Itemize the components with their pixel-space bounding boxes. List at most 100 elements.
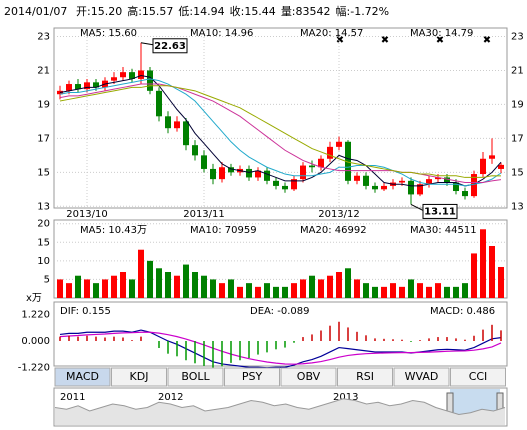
candle-body: [156, 90, 162, 117]
volume-bar: [327, 275, 333, 298]
volume-bar: [219, 283, 225, 298]
candle-body: [300, 165, 306, 180]
marker: ✖: [483, 35, 491, 46]
legend-entry: MA30: 14.79: [410, 28, 473, 39]
series-line: [59, 75, 502, 187]
price-panel: [53, 27, 508, 209]
tab[interactable]: WVAD: [393, 367, 450, 387]
volume-bar: [264, 283, 270, 298]
candle-body: [498, 164, 504, 169]
candle-body: [201, 155, 207, 169]
series-line: [59, 83, 502, 184]
legend-entry: MA20: 46992: [300, 225, 367, 236]
y-tick-label: 20: [37, 219, 50, 230]
candle-body: [480, 158, 486, 175]
tab-bg: [167, 367, 224, 387]
marker: ✖: [381, 35, 389, 46]
tab[interactable]: BOLL: [167, 367, 224, 387]
candle-body: [471, 174, 477, 197]
candle-body: [462, 191, 468, 197]
tab-bg: [337, 367, 393, 387]
volume-bar: [300, 279, 306, 298]
candle-body: [372, 185, 378, 190]
tab-bg: [111, 367, 167, 387]
legend-entry: MA5: 15.60: [80, 28, 137, 39]
tab[interactable]: RSI: [337, 367, 393, 387]
volume-bar: [408, 279, 414, 298]
y-tick-label: 13: [511, 201, 524, 212]
candle-body: [174, 121, 180, 129]
candle-body: [84, 82, 90, 90]
annotation-box: [422, 203, 458, 219]
candle-body: [165, 116, 171, 129]
tab-label: MACD: [66, 370, 99, 383]
candle-body: [435, 177, 441, 180]
header-item: 幅:-1.72%: [336, 5, 390, 18]
candle-body: [426, 179, 432, 185]
volume-bar: [372, 286, 378, 298]
volume-bar: [93, 283, 99, 298]
marker: ✖: [336, 35, 344, 46]
volume-bar: [255, 286, 261, 298]
volume-bar: [138, 249, 144, 298]
marker: ✖: [436, 35, 444, 46]
legend-entry: MA5: 10.43万: [80, 225, 147, 236]
y-tick-label: 15: [37, 237, 50, 248]
volume-bar: [381, 286, 387, 298]
tab-bg: [450, 367, 506, 387]
volume-bar: [336, 272, 342, 298]
candle-body: [345, 141, 351, 181]
candle-body: [210, 168, 216, 180]
legend-entry: MA10: 14.96: [190, 28, 253, 39]
header-item: 高:15.57: [127, 4, 173, 18]
candle-body: [417, 184, 423, 195]
volume-bar: [390, 283, 396, 298]
legend-entry: DIF: 0.155: [60, 306, 111, 317]
tab[interactable]: OBV: [280, 367, 337, 387]
volume-bar: [210, 279, 216, 298]
y-tick-label: 17: [37, 133, 50, 144]
y-tick-label: -1.220: [18, 363, 50, 374]
volume-bar: [309, 275, 315, 298]
volume-bar: [237, 286, 243, 298]
tab[interactable]: MACD: [54, 367, 111, 387]
overview-label: 2013: [333, 392, 358, 403]
volume-bar: [183, 264, 189, 298]
tab-bg: [224, 367, 280, 387]
volume-bar: [489, 246, 495, 298]
volume-bar: [66, 283, 72, 298]
y-tick-label: 1.220: [21, 309, 50, 320]
volume-bar: [57, 279, 63, 298]
volume-bar: [345, 268, 351, 298]
volume-bar: [453, 286, 459, 298]
tab[interactable]: PSY: [224, 367, 280, 387]
macd-panel: [53, 301, 508, 367]
volume-bar: [192, 272, 198, 298]
legend-entry: DEA: -0.089: [250, 306, 309, 317]
event-markers: ✖ ✖ ✖ ✖: [336, 35, 491, 46]
y-tick-label: 15: [37, 167, 50, 178]
candle-body: [111, 77, 117, 81]
tab[interactable]: CCI: [450, 367, 506, 387]
candle-body: [120, 72, 126, 78]
y-tick-label: 10: [37, 256, 50, 267]
volume-bar: [111, 275, 117, 298]
volume-panel: [53, 219, 508, 299]
candle-body: [444, 177, 450, 183]
annotation: 22.63: [154, 41, 186, 52]
volume-bar: [228, 279, 234, 298]
annotation-leader: [140, 42, 154, 46]
tab-label: OBV: [297, 370, 321, 383]
tab-label: BOLL: [181, 370, 210, 383]
legend-entry: MA30: 44511: [410, 225, 477, 236]
volume-bar: [426, 286, 432, 298]
y-tick-label: 21: [511, 65, 524, 76]
volume-bar: [246, 283, 252, 298]
tab[interactable]: KDJ: [111, 367, 167, 387]
candle-body: [93, 82, 99, 88]
candle-body: [318, 158, 324, 168]
volume-bar: [435, 283, 441, 298]
y-tick-label: 17: [511, 133, 524, 144]
candle-body: [282, 185, 288, 190]
volume-bar: [480, 229, 486, 298]
